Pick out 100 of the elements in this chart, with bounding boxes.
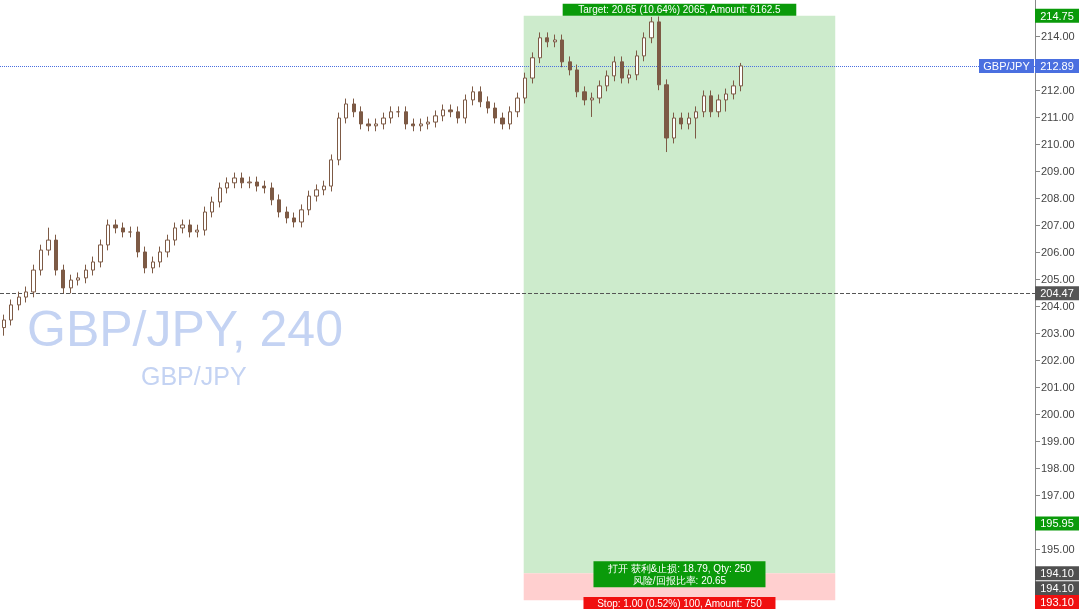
candlestick bbox=[143, 246, 147, 274]
candlestick bbox=[31, 264, 36, 298]
candlestick bbox=[329, 153, 333, 192]
candlestick bbox=[620, 55, 624, 84]
candlestick bbox=[165, 234, 170, 258]
candlestick bbox=[441, 104, 445, 122]
candlestick bbox=[597, 79, 602, 104]
candlestick bbox=[232, 172, 237, 189]
candlestick bbox=[731, 79, 736, 100]
candlestick bbox=[456, 105, 460, 124]
candlestick bbox=[113, 219, 118, 234]
candlestick bbox=[39, 244, 43, 276]
y-tick-label: 203.00 bbox=[1041, 326, 1075, 339]
candlestick bbox=[270, 182, 274, 206]
y-tick-label: 199.00 bbox=[1041, 435, 1075, 448]
candlestick bbox=[493, 102, 497, 124]
candlestick bbox=[218, 182, 222, 208]
candlestick bbox=[642, 31, 646, 62]
candlestick bbox=[687, 112, 691, 130]
candlestick bbox=[314, 183, 319, 202]
y-tick-label: 201.00 bbox=[1041, 381, 1075, 394]
candlestick bbox=[739, 62, 743, 92]
text: 194.10 bbox=[1040, 582, 1074, 595]
candlestick bbox=[136, 226, 140, 258]
candlestick bbox=[478, 85, 482, 108]
candlestick bbox=[530, 51, 535, 84]
candlestick bbox=[582, 85, 587, 106]
candlestick bbox=[292, 212, 296, 228]
annotation: 195.95 bbox=[1040, 517, 1074, 530]
candlestick bbox=[262, 180, 266, 194]
candlestick bbox=[575, 64, 579, 98]
candlestick bbox=[106, 219, 110, 251]
candlestick bbox=[672, 112, 676, 144]
text: GBP/JPY bbox=[141, 361, 247, 390]
candlestick bbox=[381, 112, 386, 130]
candlestick bbox=[709, 89, 713, 118]
candlestick bbox=[307, 190, 311, 216]
candlestick bbox=[285, 206, 289, 224]
y-tick-label: 209.00 bbox=[1041, 164, 1075, 177]
candlestick bbox=[538, 31, 542, 64]
candlestick bbox=[210, 196, 214, 218]
band-label: Target: 20.65 (10.64%) 2065, Amount: 6162.5 bbox=[578, 4, 782, 16]
candlestick bbox=[247, 176, 252, 189]
candlestick bbox=[158, 246, 162, 268]
candlestick bbox=[337, 112, 341, 166]
candlestick bbox=[627, 68, 631, 84]
candlestick bbox=[724, 88, 728, 113]
candlestick bbox=[590, 92, 594, 118]
band-label: Stop: 1.00 (0.52%) 100, Amount: 750 bbox=[597, 597, 763, 609]
candlestick bbox=[203, 206, 207, 236]
candlestick bbox=[568, 55, 572, 76]
candlestick bbox=[694, 105, 698, 140]
candlestick bbox=[151, 256, 155, 274]
candlestick bbox=[76, 272, 80, 286]
y-tick-label: 214.00 bbox=[1041, 29, 1075, 42]
candlestick bbox=[657, 15, 661, 91]
candlestick bbox=[180, 219, 185, 234]
candlestick bbox=[716, 94, 721, 118]
candlestick bbox=[84, 264, 88, 284]
candlestick bbox=[173, 222, 177, 246]
candlestick bbox=[121, 222, 125, 238]
candlestick bbox=[366, 118, 371, 132]
candlestick bbox=[299, 203, 304, 228]
candlestick bbox=[9, 299, 13, 326]
candlestick bbox=[344, 98, 348, 124]
candlestick bbox=[426, 116, 430, 130]
candlestick bbox=[404, 105, 408, 130]
candlestick bbox=[389, 105, 393, 124]
y-tick-label: 205.00 bbox=[1041, 272, 1075, 285]
candlestick bbox=[17, 291, 21, 311]
candlestick bbox=[612, 55, 616, 82]
candlestick bbox=[322, 180, 326, 196]
candlestick bbox=[515, 92, 520, 118]
candlestick bbox=[359, 105, 363, 130]
candlestick bbox=[195, 224, 199, 238]
candlestick bbox=[352, 98, 356, 118]
y-tick-label: 210.00 bbox=[1041, 137, 1075, 150]
y-tick-label: 207.00 bbox=[1041, 218, 1075, 231]
candlestick bbox=[61, 264, 65, 294]
annotation: 194.10 bbox=[1040, 567, 1074, 580]
y-tick-label: 198.00 bbox=[1041, 462, 1075, 475]
candlestick bbox=[69, 274, 73, 294]
candlestick bbox=[486, 95, 490, 114]
candlestick bbox=[664, 78, 669, 153]
candlestick bbox=[98, 239, 103, 268]
text: GBP/JPY, 240 bbox=[27, 301, 343, 357]
candlestick bbox=[46, 227, 51, 256]
y-tick-label: 212.00 bbox=[1041, 83, 1075, 96]
ref-line-label: GBP/JPY bbox=[983, 59, 1031, 72]
annotation: 212.89 bbox=[1040, 59, 1074, 72]
candlestick bbox=[433, 109, 438, 128]
candlestick bbox=[2, 314, 6, 337]
candlestick bbox=[277, 193, 281, 218]
candlestick bbox=[679, 112, 683, 130]
annotation: 193.10 bbox=[1040, 596, 1074, 608]
y-tick-label: 211.00 bbox=[1041, 110, 1074, 123]
candlestick bbox=[500, 112, 505, 130]
candlestick bbox=[553, 34, 557, 48]
candlestick bbox=[448, 104, 453, 118]
y-tick-label: 204.00 bbox=[1041, 299, 1075, 312]
